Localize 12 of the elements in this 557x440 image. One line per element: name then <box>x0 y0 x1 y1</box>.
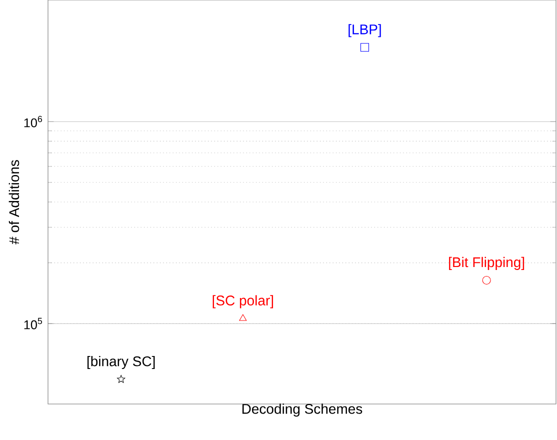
point <box>482 276 491 284</box>
y-tick-label: 10$^{6}$ <box>24 116 42 128</box>
point <box>360 43 370 52</box>
y-tick-label: 10$^{5}$ <box>24 318 42 330</box>
series-label: [SC polar] <box>212 295 274 308</box>
series-label: [binary SC] <box>87 356 155 370</box>
y-axis-title: # of Additions <box>8 160 20 244</box>
series-label: [Bit Flipping] <box>449 256 524 270</box>
point <box>117 375 126 383</box>
series-label: [LBP] <box>348 24 381 38</box>
point <box>239 314 247 321</box>
x-axis-title: Decoding Schemes <box>242 404 362 417</box>
